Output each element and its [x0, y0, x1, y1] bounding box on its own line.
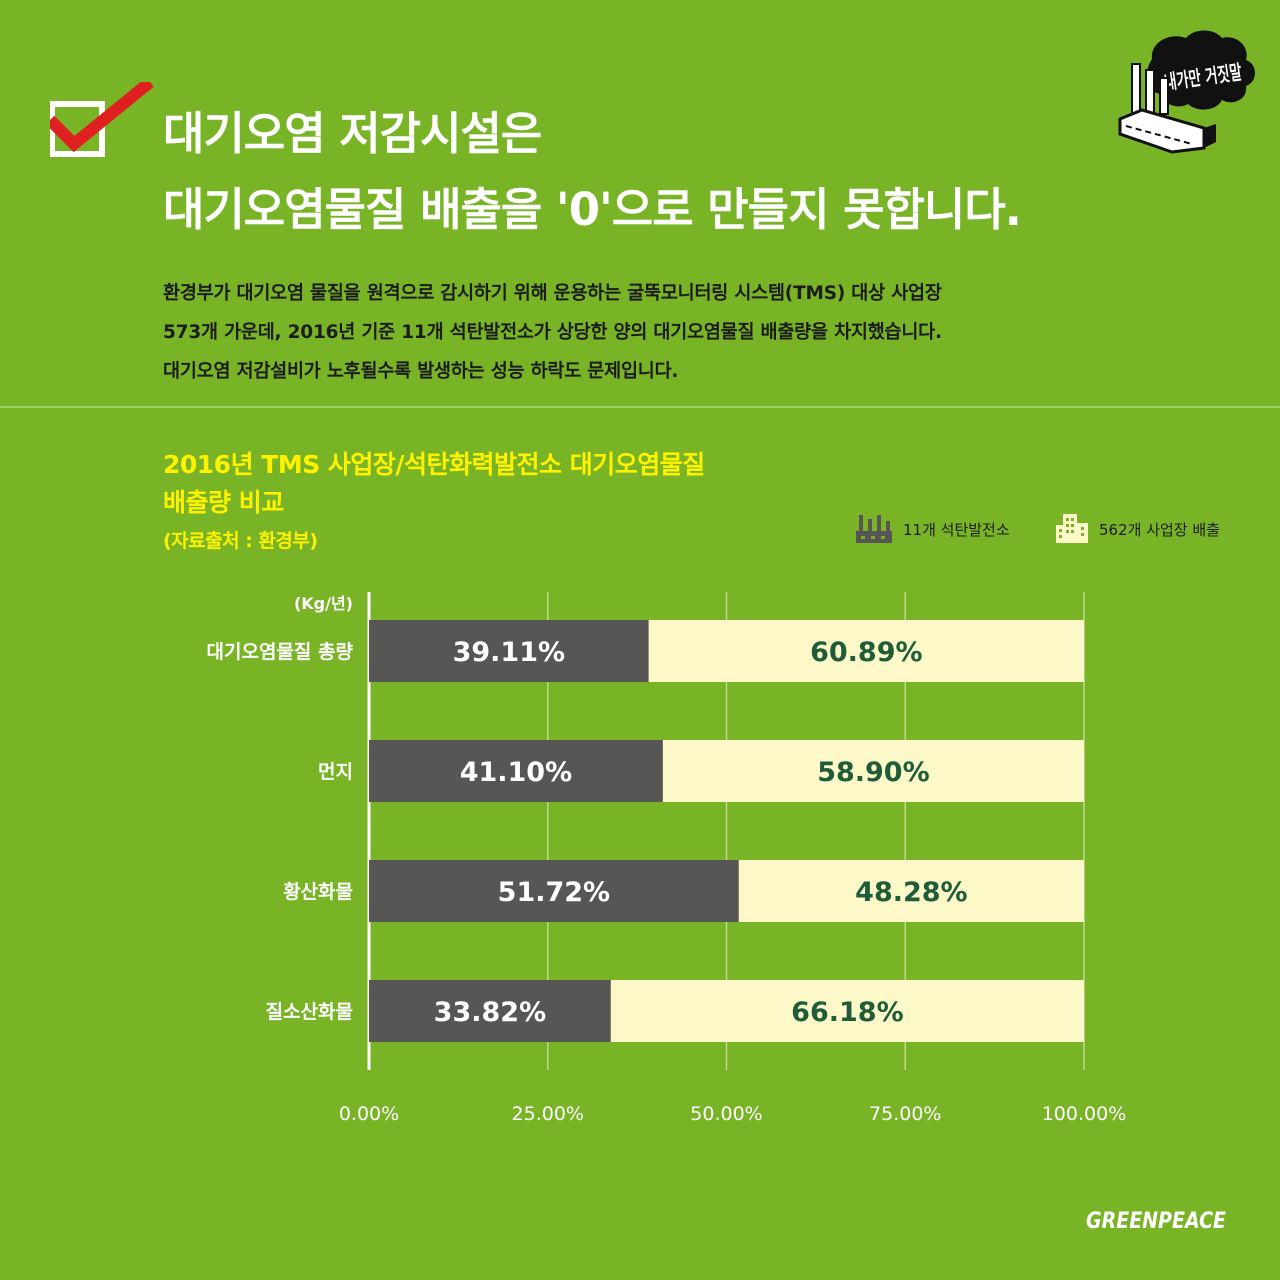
chart-title-line1: 2016년 TMS 사업장/석탄화력발전소 대기오염물질 — [163, 450, 705, 479]
data-label: 33.82% — [434, 997, 546, 1028]
greenpeace-logo: GREENPEACE — [1086, 1209, 1226, 1234]
chart-title-line2: 배출량 비교 (자료출처 : 환경부) — [163, 484, 705, 560]
description-line: 대기오염 저감설비가 노후될수록 발생하는 성능 하락도 문제입니다. — [163, 361, 679, 382]
legend-label: 11개 석탄발전소 — [903, 520, 1010, 539]
bar-segment — [369, 860, 739, 922]
data-label: 48.28% — [855, 877, 967, 908]
unit-label: (Kg/년) — [294, 594, 353, 613]
legend-label: 562개 사업장 배출 — [1099, 520, 1220, 539]
x-tick-label: 0.00% — [339, 1103, 399, 1125]
power-plant-icon — [856, 515, 892, 543]
description: 환경부가 대기오염 물질을 원격으로 감시하기 위해 운용하는 굴뚝모니터링 시… — [163, 274, 942, 391]
description-line: 환경부가 대기오염 물질을 원격으로 감시하기 위해 운용하는 굴뚝모니터링 시… — [163, 283, 942, 304]
chart-title-line2-text: 배출량 비교 — [163, 488, 284, 517]
chart-source: (자료출처 : 환경부) — [163, 530, 318, 552]
data-label: 66.18% — [791, 997, 903, 1028]
bar-segment — [738, 860, 1084, 922]
bar-segment — [369, 620, 649, 682]
category-label: 먼지 — [318, 761, 353, 783]
bar-segment — [662, 740, 1084, 802]
page-title-line1: 대기오염 저감시설은 — [163, 107, 542, 160]
bar-segment — [610, 980, 1084, 1042]
data-label: 58.90% — [817, 757, 929, 788]
page-title-line2: 대기오염물질 배출을 '0'으로 만들지 못합니다. — [163, 183, 1022, 236]
bar-segment — [369, 740, 663, 802]
description-line: 573개 가운데, 2016년 기준 11개 석탄발전소가 상당한 양의 대기오… — [163, 322, 942, 343]
data-label: 41.10% — [460, 757, 572, 788]
data-label: 51.72% — [498, 877, 610, 908]
bar-segment — [369, 980, 611, 1042]
page-title: 대기오염 저감시설은 대기오염물질 배출을 '0'으로 만들지 못합니다. — [163, 96, 1022, 248]
x-tick-label: 50.00% — [690, 1103, 762, 1125]
x-tick-label: 75.00% — [869, 1103, 941, 1125]
bar-segment — [648, 620, 1084, 682]
category-label: 대기오염물질 총량 — [207, 641, 354, 663]
data-label: 39.11% — [453, 637, 565, 668]
legend-item-power-plants: 11개 석탄발전소 — [855, 512, 1010, 546]
legend-item-businesses: 562개 사업장 배출 — [1055, 512, 1220, 546]
category-label: 황산화물 — [283, 880, 353, 903]
factory-smoke-logo-icon: 내가만 거짓말 — [1118, 30, 1255, 154]
x-tick-label: 100.00% — [1042, 1103, 1127, 1125]
greenpeace-wordmark: GREENPEACE — [1086, 1209, 1226, 1234]
x-tick-label: 25.00% — [512, 1103, 584, 1125]
section-divider — [0, 406, 1280, 408]
data-label: 60.89% — [810, 637, 922, 668]
chart-title: 2016년 TMS 사업장/석탄화력발전소 대기오염물질 배출량 비교 (자료출… — [163, 446, 705, 560]
building-icon — [1056, 514, 1088, 543]
category-label: 질소산화물 — [266, 1001, 353, 1023]
checkbox-check-icon — [50, 82, 154, 157]
